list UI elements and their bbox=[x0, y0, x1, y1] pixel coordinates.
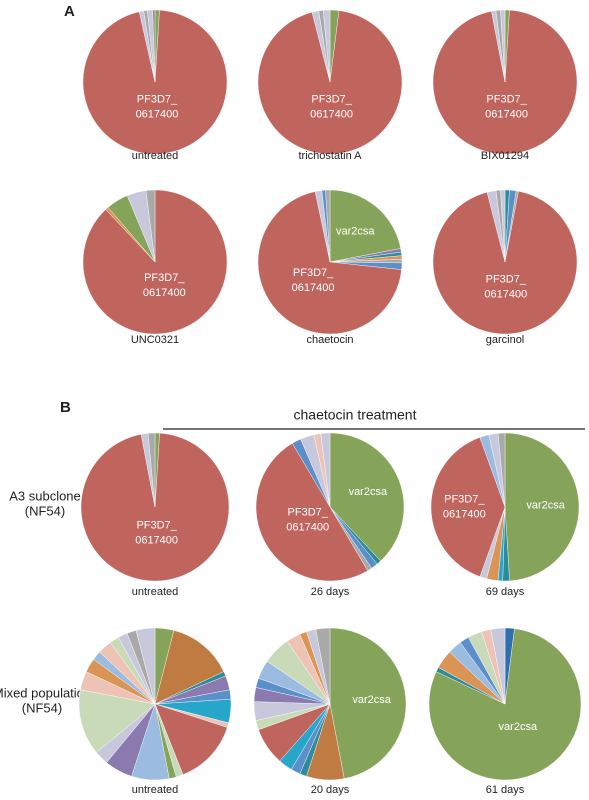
pie-slice bbox=[430, 437, 506, 577]
pie-title: 69 days bbox=[486, 586, 525, 598]
treatment-label: chaetocin treatment bbox=[294, 407, 417, 423]
pie-slice bbox=[497, 432, 506, 508]
slice-label: PF3D7_ 0617400 bbox=[143, 272, 186, 299]
slice-label: PF3D7_ 0617400 bbox=[485, 94, 528, 121]
pie-title: UNC0321 bbox=[131, 334, 179, 346]
pie-slice bbox=[147, 432, 156, 508]
slice-label: var2csa bbox=[349, 486, 388, 498]
pie-slice bbox=[257, 10, 403, 155]
pie-slice bbox=[329, 432, 405, 562]
pie-slice bbox=[78, 689, 156, 753]
slice-label: PF3D7_ 0617400 bbox=[443, 493, 486, 520]
pie-slice bbox=[329, 627, 407, 779]
slice-label: PF3D7_ 0617400 bbox=[484, 274, 527, 301]
pie-slice bbox=[490, 627, 506, 705]
pie-title: BIX01294 bbox=[481, 150, 529, 162]
slice-label: PF3D7_ 0617400 bbox=[310, 94, 353, 121]
pie-slice bbox=[500, 9, 506, 83]
slice-label: var2csa bbox=[526, 500, 565, 512]
pie-slice bbox=[152, 9, 156, 83]
pie-title: untreated bbox=[132, 586, 178, 598]
pie-slice bbox=[315, 627, 331, 705]
pie-slice bbox=[325, 189, 331, 263]
pie-title: 20 days bbox=[311, 784, 350, 796]
pie-slice bbox=[432, 191, 578, 335]
pie-slice bbox=[329, 189, 401, 263]
pie-slice bbox=[82, 9, 228, 155]
pie-title: trichostatin A bbox=[299, 150, 363, 162]
slice-label: PF3D7_ 0617400 bbox=[286, 507, 329, 534]
slice-label: PF3D7_ 0617400 bbox=[135, 519, 178, 546]
slice-label: var2csa bbox=[336, 225, 375, 237]
row-label: Mixed population (NF54) bbox=[0, 686, 91, 716]
panel-label: A bbox=[64, 3, 75, 20]
pie-title: untreated bbox=[132, 784, 178, 796]
pie-slice bbox=[432, 9, 578, 155]
slice-label: PF3D7_ 0617400 bbox=[136, 94, 179, 121]
pie-slice bbox=[500, 189, 506, 263]
pie-slice bbox=[145, 189, 156, 263]
slice-label: PF3D7_ 0617400 bbox=[292, 267, 335, 294]
pie-slice bbox=[154, 630, 225, 705]
pie-title: 26 days bbox=[311, 586, 350, 598]
pie-title: untreated bbox=[132, 150, 178, 162]
pie-slice bbox=[504, 432, 580, 582]
pie-slice bbox=[428, 628, 582, 781]
row-label: A3 subclone (NF54) bbox=[9, 489, 81, 519]
pie-slice bbox=[257, 191, 402, 335]
panel-label: B bbox=[60, 399, 71, 416]
slice-label: var2csa bbox=[499, 721, 538, 733]
pie-slice bbox=[255, 443, 368, 582]
pie-slice bbox=[154, 703, 228, 775]
pie-title: 61 days bbox=[486, 784, 525, 796]
pie-slice bbox=[135, 627, 156, 705]
pie-title: chaetocin bbox=[306, 334, 353, 346]
pie-slice bbox=[80, 432, 230, 582]
pie-slice bbox=[320, 432, 331, 508]
pie-title: garcinol bbox=[486, 334, 525, 346]
pie-slice bbox=[323, 9, 331, 83]
slice-label: var2csa bbox=[352, 694, 391, 706]
